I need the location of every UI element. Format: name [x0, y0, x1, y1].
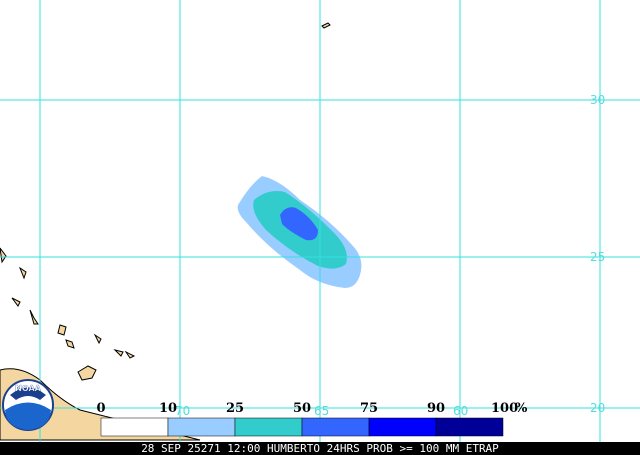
latitude-label: 25 [590, 250, 605, 264]
logo-text: NOAA [15, 384, 41, 393]
longitude-label: 70 [175, 404, 190, 418]
legend-swatch [435, 417, 504, 437]
legend-swatch [167, 417, 236, 437]
noaa-logo: NOAA [2, 379, 54, 431]
legend-label: 50 [293, 401, 311, 416]
legend-swatch [234, 417, 303, 437]
latitude-label: 30 [590, 93, 605, 107]
caption-bar [0, 442, 640, 455]
legend-swatch [100, 417, 169, 437]
land [0, 22, 331, 441]
caption: 28 SEP 25271 12:00 HUMBERTO 24HRS PROB >… [141, 442, 499, 455]
legend-label: 0 [96, 401, 105, 416]
legend-label: 75 [360, 401, 378, 416]
longitude-label: 60 [453, 404, 468, 418]
legend-label: 100 [491, 401, 518, 416]
legend-label: 10 [159, 401, 177, 416]
probability-area [237, 176, 362, 288]
legend-unit: % [515, 401, 528, 416]
longitude-label: 65 [314, 404, 329, 418]
legend-swatch [301, 417, 370, 437]
latitude-label: 20 [590, 401, 605, 415]
legend-swatch [368, 417, 437, 437]
legend-label: 25 [226, 401, 244, 416]
graticule [0, 0, 640, 442]
legend: % 0 10 25 50 75 90 100 [96, 401, 528, 437]
legend-label: 90 [427, 401, 445, 416]
